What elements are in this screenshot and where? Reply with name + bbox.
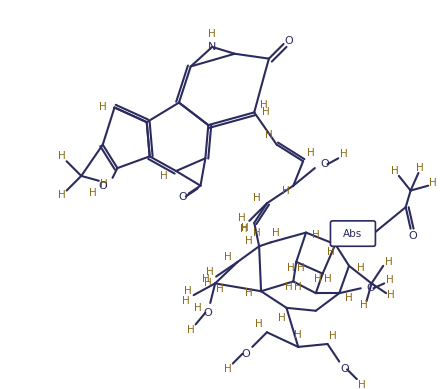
Text: H: H <box>194 303 202 313</box>
Text: H: H <box>253 193 261 203</box>
Text: H: H <box>265 130 273 140</box>
Text: H: H <box>324 275 331 284</box>
Text: O: O <box>98 180 107 191</box>
Text: O: O <box>341 364 350 374</box>
Text: H: H <box>278 313 285 322</box>
Text: H: H <box>160 171 168 181</box>
Text: H: H <box>58 191 66 200</box>
Text: H: H <box>224 252 232 262</box>
Text: H: H <box>387 290 395 300</box>
Text: O: O <box>320 159 329 169</box>
FancyBboxPatch shape <box>330 221 375 246</box>
Text: H: H <box>184 286 192 296</box>
Text: H: H <box>297 263 305 273</box>
Text: O: O <box>284 36 293 46</box>
Text: H: H <box>245 237 253 246</box>
Text: H: H <box>99 102 107 112</box>
Text: H: H <box>224 364 232 374</box>
Text: H: H <box>284 282 292 292</box>
Text: H: H <box>182 296 190 306</box>
Text: H: H <box>255 319 263 329</box>
Text: H: H <box>262 107 270 117</box>
Text: H: H <box>294 282 302 292</box>
Text: H: H <box>58 151 66 161</box>
Text: H: H <box>241 223 249 233</box>
Text: Abs: Abs <box>343 229 362 238</box>
Text: O: O <box>203 308 212 318</box>
Text: H: H <box>358 380 365 389</box>
Text: H: H <box>204 279 212 288</box>
Text: H: H <box>89 189 97 198</box>
Text: O: O <box>408 231 417 242</box>
Text: H: H <box>208 29 216 39</box>
Text: H: H <box>340 149 348 159</box>
Text: O: O <box>179 193 187 202</box>
Text: O: O <box>366 283 375 293</box>
Text: H: H <box>329 331 336 341</box>
Text: H: H <box>245 288 253 298</box>
Text: H: H <box>312 230 320 240</box>
Text: H: H <box>294 330 302 340</box>
Text: H: H <box>314 275 322 284</box>
Text: H: H <box>386 275 394 286</box>
Text: H: H <box>216 284 224 294</box>
Text: H: H <box>326 247 334 257</box>
Text: H: H <box>391 166 399 176</box>
Text: H: H <box>206 267 214 277</box>
Text: H: H <box>282 186 289 196</box>
Text: H: H <box>336 235 344 244</box>
Text: H: H <box>360 300 368 310</box>
Text: N: N <box>208 42 216 52</box>
Text: H: H <box>357 263 365 273</box>
Text: O: O <box>241 349 250 359</box>
Text: H: H <box>187 325 194 335</box>
Text: H: H <box>253 228 261 238</box>
Text: H: H <box>345 293 353 303</box>
Text: H: H <box>240 224 247 234</box>
Text: H: H <box>100 179 108 189</box>
Text: H: H <box>429 178 437 188</box>
Text: H: H <box>237 213 245 223</box>
Text: H: H <box>260 100 268 110</box>
Text: H: H <box>416 163 424 173</box>
Text: H: H <box>307 149 315 158</box>
Text: H: H <box>202 273 209 284</box>
Text: H: H <box>385 257 393 267</box>
Text: H: H <box>288 263 295 273</box>
Text: H: H <box>272 228 280 238</box>
